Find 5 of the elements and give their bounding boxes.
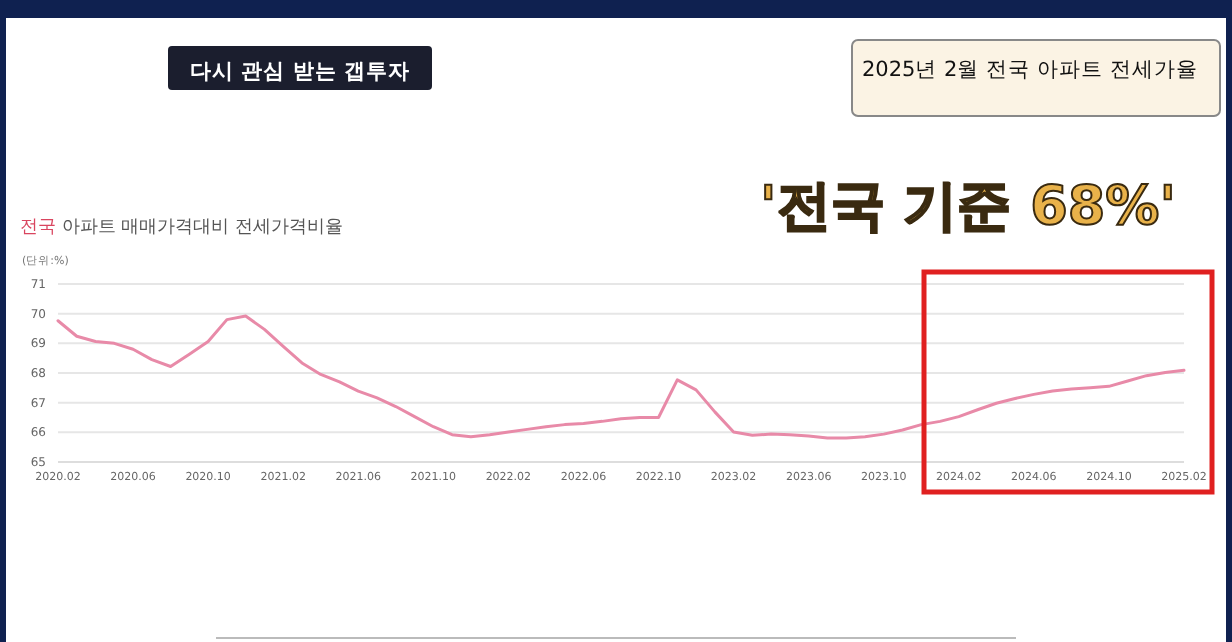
text: '전국 기준 68%' [760, 176, 1176, 238]
line-series [56, 314, 1186, 440]
text: 다시 관심 받는 갭투자 [190, 60, 410, 84]
chart-title: 2025년 2월 전국 아파트 전세가율 [862, 58, 1198, 82]
chart-subtitle: 전국 아파트 매매가격대비 전세가격비율 [20, 218, 344, 238]
